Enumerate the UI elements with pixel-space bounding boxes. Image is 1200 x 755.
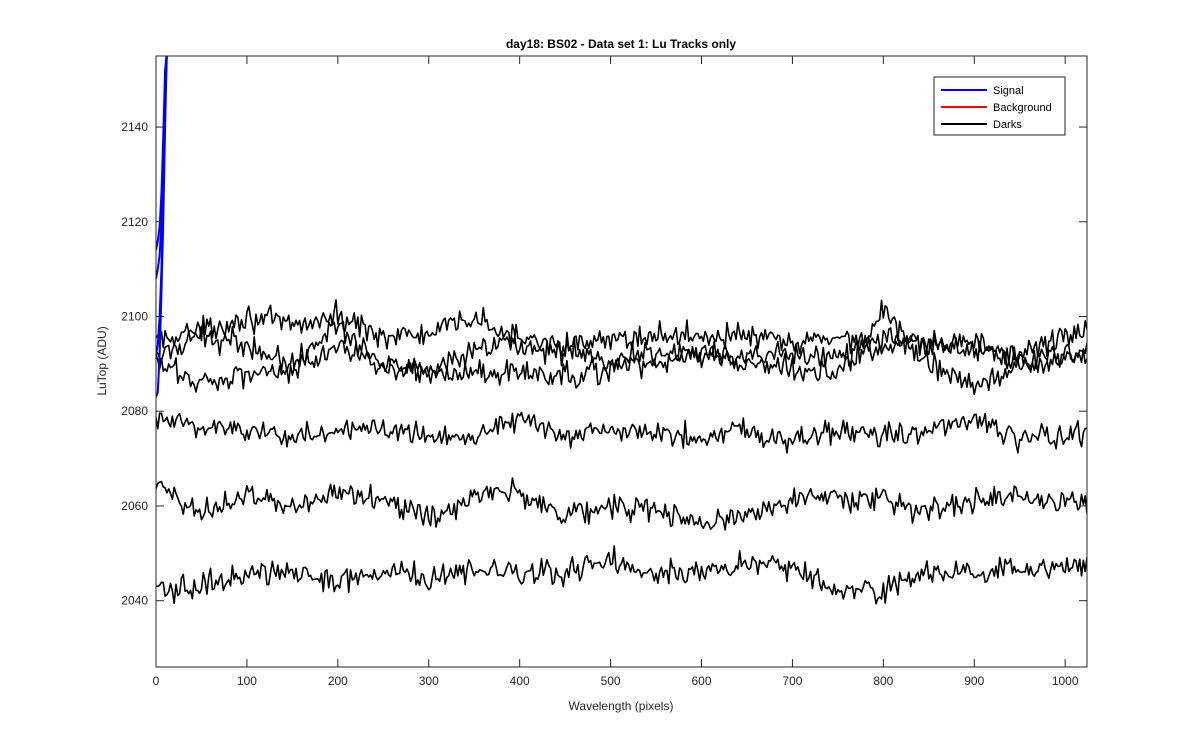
y-tick-label: 2080: [121, 404, 148, 418]
y-tick-label: 2120: [121, 215, 148, 229]
x-axis-label: Wavelength (pixels): [569, 699, 674, 713]
tick-layer: 0 100 200 300 400 500 600 700 800 900 1000 2040 2060…: [121, 56, 1087, 688]
legend-label-darks: Darks: [993, 119, 1022, 131]
dark-series-2: [156, 322, 1087, 379]
x-tick-label: 1000: [1052, 674, 1079, 688]
x-tick-label: 100: [237, 674, 257, 688]
signal-series-4: [156, 56, 168, 251]
x-tick-label: 800: [873, 674, 893, 688]
dark-series-6: [156, 545, 1087, 605]
y-tick-label: 2100: [121, 310, 148, 324]
dark-series-1: [156, 299, 1087, 367]
chart-title: day18: BS02 - Data set 1: Lu Tracks only: [506, 37, 736, 51]
x-tick-label: 900: [964, 674, 984, 688]
legend-label-background: Background: [993, 102, 1052, 114]
legend-label-signal: Signal: [993, 85, 1024, 97]
series-group: [156, 56, 1087, 605]
dark-series-4: [156, 411, 1087, 454]
x-tick-label: 300: [419, 674, 439, 688]
x-tick-label: 200: [328, 674, 348, 688]
y-tick-label: 2060: [121, 499, 148, 513]
y-axis-label: LuTop (ADU): [95, 326, 109, 395]
series-layer: [156, 56, 1087, 605]
dark-series-3: [156, 299, 1087, 396]
y-tick-label: 2140: [121, 120, 148, 134]
dark-series-5: [156, 477, 1087, 531]
x-tick-label: 0: [153, 674, 160, 688]
x-tick-label: 500: [601, 674, 621, 688]
y-tick-label: 2040: [121, 594, 148, 608]
x-tick-label: 600: [691, 674, 711, 688]
x-tick-label: 400: [510, 674, 530, 688]
x-tick-label: 700: [782, 674, 802, 688]
legend: Signal Background Darks: [933, 76, 1066, 136]
plot-frame: [155, 55, 1088, 668]
plot-area: [156, 56, 1087, 667]
